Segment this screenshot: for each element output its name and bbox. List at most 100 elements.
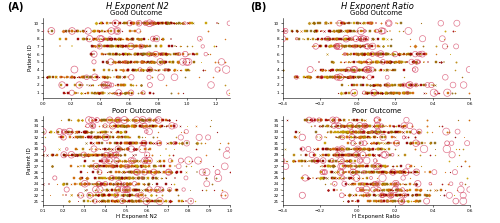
Point (148, 91, 156, 95)
Point (147, 194, 155, 197)
Point (178, 199, 186, 203)
Point (150, 141, 158, 145)
Point (130, 188, 138, 191)
Point (352, 136, 360, 139)
Point (122, 45, 130, 48)
Point (129, 199, 137, 203)
Point (360, 182, 368, 186)
Point (157, 188, 165, 191)
Point (345, 37, 353, 40)
Point (182, 68, 190, 71)
Point (347, 76, 355, 79)
Point (346, 60, 354, 64)
Point (152, 45, 160, 48)
Point (125, 182, 133, 186)
Point (70, 176, 78, 180)
Point (106, 176, 114, 180)
Point (128, 159, 136, 162)
Point (145, 170, 153, 174)
Point (156, 141, 164, 145)
Point (340, 136, 347, 139)
Point (352, 147, 360, 151)
Point (364, 60, 372, 64)
Point (80, 199, 88, 203)
Point (172, 170, 180, 174)
Point (70, 76, 78, 79)
Point (128, 45, 136, 48)
Point (368, 165, 376, 168)
Point (138, 165, 146, 168)
Point (167, 37, 175, 40)
Point (132, 118, 140, 122)
Point (124, 52, 132, 56)
Point (137, 52, 145, 56)
Point (379, 188, 387, 191)
Point (360, 188, 368, 191)
Point (282, 159, 290, 162)
Point (138, 52, 145, 56)
Point (356, 153, 364, 157)
Point (198, 170, 206, 174)
Point (362, 124, 370, 128)
Point (386, 141, 394, 145)
Point (388, 141, 396, 145)
Point (220, 37, 228, 40)
Point (115, 136, 123, 139)
Point (194, 159, 202, 162)
Point (87, 130, 95, 133)
Point (112, 194, 120, 197)
Point (138, 136, 146, 139)
Point (330, 182, 338, 186)
Point (134, 60, 142, 64)
Point (328, 68, 336, 71)
Point (132, 194, 140, 197)
Point (349, 29, 357, 33)
Point (322, 124, 330, 128)
Point (94, 182, 102, 186)
Point (112, 37, 120, 40)
Point (102, 199, 110, 203)
Point (404, 91, 412, 95)
Point (445, 130, 453, 133)
Point (158, 124, 166, 128)
Point (166, 165, 174, 168)
Point (152, 170, 160, 174)
Point (377, 199, 385, 203)
Point (349, 124, 357, 128)
Point (386, 188, 394, 191)
Point (104, 165, 112, 168)
Point (457, 165, 465, 168)
Point (442, 130, 450, 133)
Point (357, 165, 365, 168)
Point (110, 153, 118, 157)
Point (335, 159, 343, 162)
Point (396, 29, 404, 33)
Point (130, 159, 138, 162)
Point (107, 170, 115, 174)
Point (346, 37, 354, 40)
Point (364, 170, 372, 174)
Point (78, 83, 86, 87)
Point (326, 159, 334, 162)
Point (389, 165, 397, 168)
Point (326, 159, 334, 162)
Point (363, 165, 371, 168)
Point (354, 29, 362, 33)
Point (358, 188, 366, 191)
Point (334, 130, 342, 133)
Point (374, 124, 382, 128)
Point (121, 153, 129, 157)
Point (132, 21, 140, 25)
Point (119, 118, 127, 122)
Point (61, 153, 69, 157)
Point (354, 37, 362, 40)
Point (380, 199, 388, 203)
Point (326, 147, 334, 151)
Point (112, 21, 120, 25)
Point (121, 118, 129, 122)
Point (116, 124, 124, 128)
Point (135, 136, 143, 139)
Point (348, 37, 356, 40)
Point (110, 182, 118, 186)
Point (383, 124, 391, 128)
